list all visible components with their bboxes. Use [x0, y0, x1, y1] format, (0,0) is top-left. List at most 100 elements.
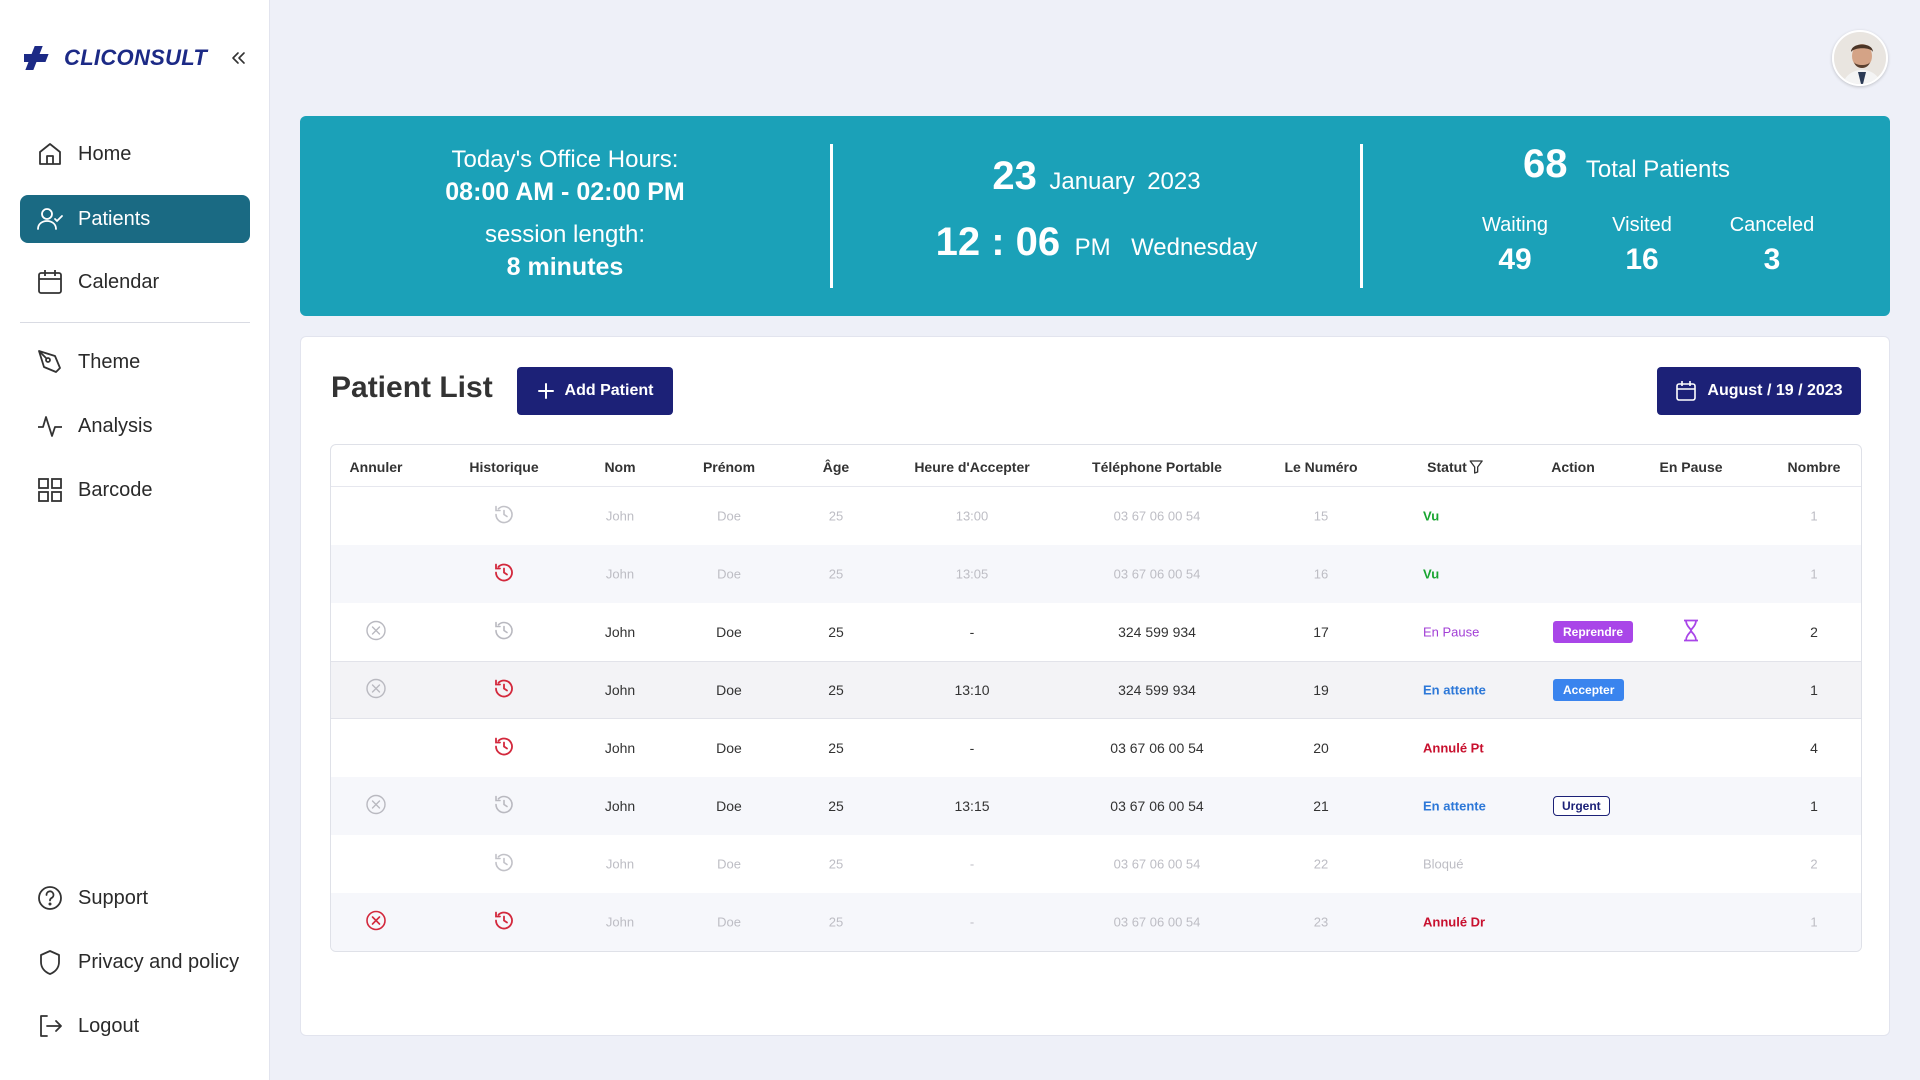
cell-nombre: 1	[1810, 508, 1818, 524]
cancel-icon[interactable]	[365, 678, 387, 703]
sidebar-item-patients[interactable]: Patients	[20, 195, 250, 243]
cell-numero: 17	[1313, 624, 1329, 640]
cell-statut: En attente	[1423, 682, 1486, 698]
history-icon[interactable]	[493, 678, 515, 703]
cell-statut: Annulé Dr	[1423, 914, 1486, 930]
table-row[interactable]: John Doe 25 - 03 67 06 00 54 20 Annulé P…	[331, 719, 1861, 777]
cancel-icon[interactable]	[365, 910, 387, 935]
cell-statut: Bloqué	[1423, 856, 1464, 872]
col-statut-label: Statut	[1427, 459, 1467, 475]
col-age[interactable]: Âge	[822, 459, 850, 475]
cell-prenom: Doe	[716, 682, 742, 698]
collapse-sidebar-button[interactable]	[226, 46, 250, 70]
page-title: Patient List	[331, 371, 493, 404]
history-icon[interactable]	[493, 794, 515, 819]
weekday: Wednesday	[1131, 234, 1258, 261]
total-patients-count: 68	[1522, 142, 1568, 186]
history-icon[interactable]	[493, 620, 515, 645]
user-avatar[interactable]	[1832, 30, 1888, 86]
cell-age: 25	[828, 566, 844, 582]
history-icon[interactable]	[493, 736, 515, 761]
waiting-count: 49	[1498, 243, 1532, 276]
history-icon[interactable]	[493, 852, 515, 877]
sidebar: CLICONSULT Home Patients Calendar Theme …	[0, 0, 270, 1080]
date-month: January	[1049, 168, 1135, 195]
cell-heure: -	[969, 914, 975, 930]
col-historique[interactable]: Historique	[469, 459, 539, 475]
col-heure[interactable]: Heure d'Accepter	[914, 459, 1030, 475]
activity-icon	[38, 416, 62, 437]
cancel-icon[interactable]	[365, 794, 387, 819]
col-annuler[interactable]: Annuler	[349, 459, 403, 475]
logout-icon	[40, 1015, 62, 1037]
brand-logo[interactable]: CLICONSULT	[24, 44, 207, 72]
table-header: Annuler Historique Nom Prénom Âge Heure …	[331, 445, 1861, 487]
col-nom[interactable]: Nom	[604, 459, 636, 475]
cell-nom: John	[604, 682, 636, 698]
urgent-button[interactable]: Urgent	[1553, 796, 1610, 816]
cell-heure: -	[969, 624, 975, 640]
home-icon	[39, 143, 61, 165]
col-statut[interactable]: Statut	[1427, 459, 1483, 475]
canceled-count: 3	[1763, 243, 1781, 276]
col-prenom[interactable]: Prénom	[702, 459, 756, 475]
sidebar-item-analysis[interactable]: Analysis	[20, 402, 250, 450]
table-row[interactable]: John Doe 25 13:00 03 67 06 00 54 15 Vu 1	[331, 487, 1861, 545]
sidebar-item-logout[interactable]: Logout	[20, 1002, 250, 1050]
sidebar-item-barcode[interactable]: Barcode	[20, 466, 250, 514]
cell-action: Reprendre	[1553, 621, 1634, 643]
cell-prenom: Doe	[716, 624, 742, 640]
sidebar-item-label: Theme	[78, 350, 141, 373]
filter-icon[interactable]	[1469, 460, 1483, 474]
accepter-button[interactable]: Accepter	[1553, 679, 1625, 701]
table-row[interactable]: John Doe 25 13:10 324 599 934 19 En atte…	[331, 661, 1861, 719]
total-patients: 68 Total Patients	[1363, 142, 1890, 187]
col-action[interactable]: Action	[1551, 459, 1595, 475]
col-numero[interactable]: Le Numéro	[1284, 459, 1358, 475]
add-patient-button[interactable]: Add Patient	[517, 367, 673, 415]
date-picker-button[interactable]: August / 19 / 2023	[1657, 367, 1861, 415]
table-row[interactable]: John Doe 25 - 03 67 06 00 54 22 Bloqué 2	[331, 835, 1861, 893]
cell-nombre: 1	[1810, 566, 1818, 582]
col-telephone[interactable]: Téléphone Portable	[1092, 459, 1222, 475]
sidebar-item-calendar[interactable]: Calendar	[20, 258, 250, 306]
cell-telephone: 03 67 06 00 54	[1113, 508, 1201, 524]
cancel-icon[interactable]	[365, 620, 387, 645]
canceled-stat: Canceled 3	[1712, 214, 1832, 277]
cell-telephone: 03 67 06 00 54	[1113, 914, 1201, 930]
table-row[interactable]: John Doe 25 13:05 03 67 06 00 54 16 Vu 1	[331, 545, 1861, 603]
office-hours-block: Today's Office Hours: 08:00 AM - 02:00 P…	[300, 146, 830, 282]
cell-telephone: 324 599 934	[1118, 682, 1196, 698]
history-icon[interactable]	[493, 910, 515, 935]
office-hours-value: 08:00 AM - 02:00 PM	[445, 178, 685, 206]
cell-nom: John	[605, 566, 635, 582]
table-row[interactable]: John Doe 25 - 03 67 06 00 54 23 Annulé D…	[331, 893, 1861, 951]
sidebar-item-privacy[interactable]: Privacy and policy	[20, 938, 250, 986]
banner-divider	[1360, 144, 1363, 288]
sidebar-item-theme[interactable]: Theme	[20, 338, 250, 386]
reprendre-button[interactable]: Reprendre	[1553, 621, 1634, 643]
cell-statut: Annulé Pt	[1423, 740, 1484, 756]
table-row[interactable]: John Doe 25 13:15 03 67 06 00 54 21 En a…	[331, 777, 1861, 835]
col-en-pause[interactable]: En Pause	[1659, 459, 1723, 475]
sidebar-item-label: Home	[78, 142, 132, 165]
cell-heure: -	[969, 740, 975, 756]
history-icon[interactable]	[493, 562, 515, 587]
sidebar-item-support[interactable]: Support	[20, 874, 250, 922]
cell-age: 25	[828, 682, 844, 698]
logo-cross-icon	[24, 46, 49, 70]
history-icon[interactable]	[493, 504, 515, 529]
sidebar-item-home[interactable]: Home	[20, 130, 250, 178]
cell-telephone: 03 67 06 00 54	[1113, 566, 1201, 582]
shield-icon	[40, 950, 60, 975]
col-nombre[interactable]: Nombre	[1787, 459, 1841, 475]
cell-numero: 23	[1313, 914, 1329, 930]
sidebar-item-label: Barcode	[78, 478, 153, 501]
time-value: 12 : 06	[935, 220, 1061, 264]
table-row[interactable]: John Doe 25 - 324 599 934 17 En Pause Re…	[331, 603, 1861, 661]
cell-telephone: 324 599 934	[1118, 624, 1196, 640]
date-picker-label: August / 19 / 2023	[1707, 382, 1843, 399]
cell-nom: John	[605, 914, 635, 930]
cell-statut: En Pause	[1423, 624, 1480, 640]
cell-nombre: 2	[1810, 624, 1818, 640]
